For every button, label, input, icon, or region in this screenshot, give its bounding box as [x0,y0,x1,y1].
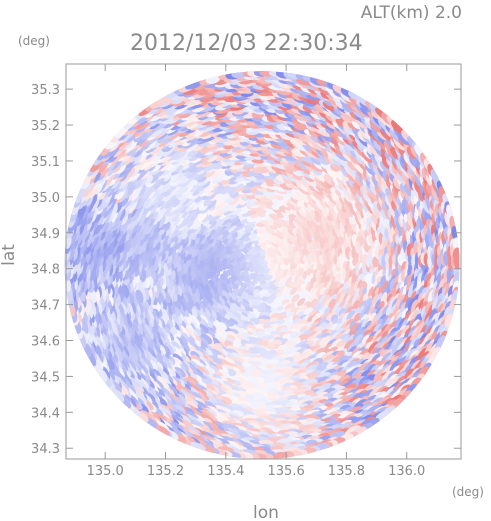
radar-cell [289,268,296,277]
y-tick-label: 34.5 [31,370,60,385]
radar-cell [246,298,257,304]
radar-cell [275,292,282,298]
radar-cell [243,289,254,297]
radar-cell [288,243,295,252]
radar-cell [287,228,296,237]
radar-cell [282,268,288,279]
radar-cell [260,235,272,241]
timestamp-title: 2012/12/03 22:30:34 [130,31,363,56]
radar-cell [271,258,275,265]
x-tick-label: 135.2 [147,464,184,479]
y-tick-label: 34.4 [31,406,60,421]
x-tick-label: 135.8 [328,464,365,479]
y-unit-label: (deg) [18,34,50,48]
radar-cell [276,305,284,312]
radar-cell [240,218,250,225]
y-tick-label: 35.1 [31,155,60,170]
radar-cell [234,295,243,302]
radar-cell [244,238,253,244]
radar-cell [228,277,235,286]
radar-cell [227,224,237,233]
x-tick-label: 136.0 [388,464,425,479]
radar-cell [228,215,240,224]
radar-cell [244,227,254,233]
radar-cell [302,270,308,280]
radar-cell [246,252,254,261]
radar-cell [244,224,251,231]
radar-cell [274,235,284,243]
radar-cell [308,282,315,293]
radar-cell [261,296,269,302]
radar-cell [289,287,298,296]
radar-cell [252,279,258,284]
radar-cell [267,294,277,301]
y-tick-label: 35.2 [31,119,60,134]
radar-cell [275,299,282,305]
y-tick-label: 34.3 [31,442,60,457]
radar-cell [264,252,273,260]
radar-cell [266,299,274,304]
y-tick-label: 34.6 [31,335,60,350]
x-tick-label: 135.0 [87,464,124,479]
radar-cell [281,291,289,298]
radar-cell [296,297,306,307]
y-tick-label: 35.0 [31,191,60,206]
radar-cell [226,292,237,302]
radar-cell [282,286,289,294]
x-tick-label: 135.6 [268,464,305,479]
radar-cell [267,259,272,265]
radar-cell [299,287,305,294]
radar-cell [291,294,300,303]
radar-cell [284,293,292,300]
radar-cell [258,238,265,244]
radar-cell [268,247,276,254]
radar-cell [294,279,302,290]
x-axis-title: lon [253,503,279,521]
y-tick-label: 34.7 [31,299,60,314]
radar-cell [276,254,282,264]
y-tick-label: 34.9 [31,227,60,242]
radar-cell [248,210,258,215]
radar-field [64,71,460,459]
radar-cell [278,219,289,228]
radar-cell [236,239,245,247]
radar-cell [283,242,292,253]
radar-cell [217,295,226,305]
x-unit-label: (deg) [452,485,484,499]
radar-cell [280,248,288,260]
altitude-label: ALT(km) 2.0 [361,3,462,23]
radar-cell [295,242,303,253]
radar-cell [234,224,245,231]
radar-cell [285,276,292,287]
y-tick-label: 34.8 [31,263,60,278]
y-tick-label: 35.3 [31,83,60,98]
y-axis-title: lat [0,244,19,266]
radar-cell [267,268,275,277]
x-tick-label: 135.4 [207,464,244,479]
radar-cell [229,218,241,227]
radar-cell [256,228,265,235]
radar-cell [244,241,253,249]
radar-cell [246,295,258,301]
radar-cell [220,289,230,300]
radar-cell [306,234,313,245]
radar-cell [259,250,267,257]
